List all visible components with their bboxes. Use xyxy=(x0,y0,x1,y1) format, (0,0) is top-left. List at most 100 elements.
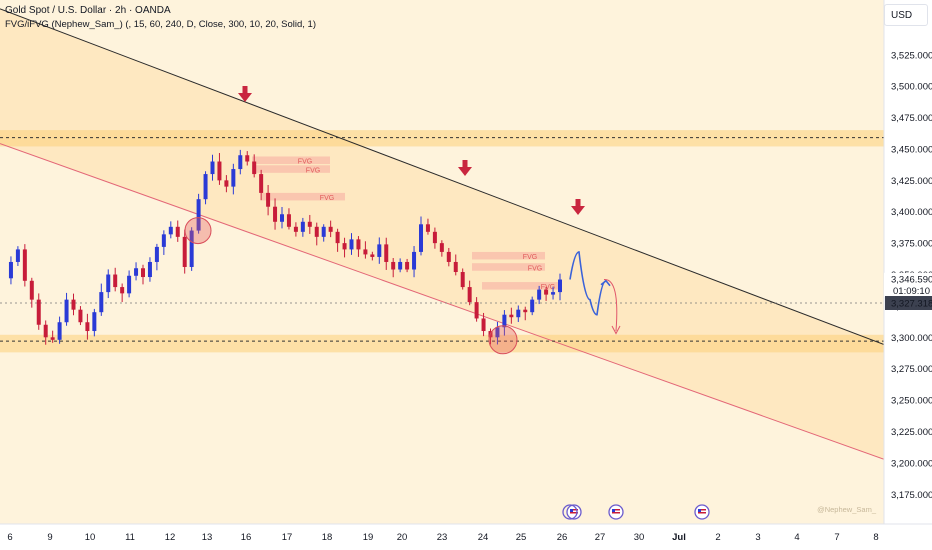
candle-body[interactable] xyxy=(43,324,48,338)
candle-body[interactable] xyxy=(71,299,76,310)
fvg-zone[interactable] xyxy=(482,282,560,290)
fvg-zone[interactable] xyxy=(262,192,345,201)
candle-body[interactable] xyxy=(356,239,361,250)
candle-body[interactable] xyxy=(50,337,55,340)
candle-body[interactable] xyxy=(196,199,201,231)
candle-body[interactable] xyxy=(224,180,229,187)
candle-body[interactable] xyxy=(551,292,556,295)
candle-body[interactable] xyxy=(293,226,298,232)
candle-body[interactable] xyxy=(481,318,486,332)
symbol-title[interactable]: Gold Spot / U.S. Dollar · 2h · OANDA xyxy=(5,5,171,16)
candle-body[interactable] xyxy=(259,174,264,193)
fvg-zone[interactable] xyxy=(252,156,330,165)
candle-body[interactable] xyxy=(210,161,215,175)
candle-body[interactable] xyxy=(314,226,319,237)
event-flag-icon xyxy=(566,504,582,520)
candle-body[interactable] xyxy=(141,268,145,278)
candle-body[interactable] xyxy=(161,234,166,247)
support-zone xyxy=(0,334,884,353)
candle-body[interactable] xyxy=(120,287,125,294)
candle-body[interactable] xyxy=(467,287,472,303)
candle-body[interactable] xyxy=(168,226,173,235)
candle-body[interactable] xyxy=(412,251,417,270)
candle-body[interactable] xyxy=(286,214,291,227)
candle-body[interactable] xyxy=(439,243,444,252)
candle-body[interactable] xyxy=(419,224,423,252)
candle-body[interactable] xyxy=(147,261,152,278)
candle-body[interactable] xyxy=(182,236,187,267)
indicator-legend[interactable]: FVG/iFVG (Nephew_Sam_) (, 15, 60, 240, D… xyxy=(5,19,317,30)
candle-body[interactable] xyxy=(134,268,139,276)
live-price-tag[interactable] xyxy=(884,272,932,297)
candle-body[interactable] xyxy=(300,221,305,232)
candle-body[interactable] xyxy=(432,231,437,244)
candle-body[interactable] xyxy=(15,249,20,262)
candle-body[interactable] xyxy=(509,314,514,318)
candle-body[interactable] xyxy=(328,226,333,232)
candle-body[interactable] xyxy=(273,206,278,222)
projection-path[interactable] xyxy=(569,251,607,316)
candle-body[interactable] xyxy=(377,244,382,257)
candle-body[interactable] xyxy=(405,261,410,270)
candle-body[interactable] xyxy=(516,309,521,318)
candle-body[interactable] xyxy=(8,261,13,279)
candle-body[interactable] xyxy=(113,274,118,288)
candle-body[interactable] xyxy=(537,289,542,300)
candle-body[interactable] xyxy=(349,239,354,250)
candle-body[interactable] xyxy=(106,274,111,293)
x-tick-label: 27 xyxy=(595,532,606,543)
candle-body[interactable] xyxy=(78,309,83,323)
candle-body[interactable] xyxy=(495,327,500,338)
candle-body[interactable] xyxy=(425,224,430,232)
candle-body[interactable] xyxy=(280,214,284,222)
candle-body[interactable] xyxy=(203,174,208,200)
candle-body[interactable] xyxy=(558,279,562,293)
candle-body[interactable] xyxy=(29,280,34,300)
candle-body[interactable] xyxy=(99,292,104,313)
candle-body[interactable] xyxy=(175,226,180,237)
upper-trendline[interactable] xyxy=(0,8,884,345)
candle-body[interactable] xyxy=(92,312,97,332)
candle-body[interactable] xyxy=(370,254,375,257)
candle-body[interactable] xyxy=(85,322,90,332)
candle-body[interactable] xyxy=(391,261,396,270)
currency-button[interactable]: USD xyxy=(884,4,928,26)
candle-body[interactable] xyxy=(363,249,368,255)
candle-body[interactable] xyxy=(266,192,271,207)
candle-body[interactable] xyxy=(544,289,549,295)
candle-body[interactable] xyxy=(154,246,159,262)
candle-body[interactable] xyxy=(453,261,458,273)
fvg-zone[interactable] xyxy=(252,165,330,173)
fvg-zone[interactable] xyxy=(472,251,545,260)
candle-body[interactable] xyxy=(502,314,507,328)
candle-body[interactable] xyxy=(238,155,243,170)
candle-body[interactable] xyxy=(231,169,236,187)
candle-body[interactable] xyxy=(252,161,257,175)
red-arrow-icon xyxy=(571,199,585,215)
candle-body[interactable] xyxy=(307,221,312,227)
fvg-zone[interactable] xyxy=(472,263,545,271)
x-tick-label: 3 xyxy=(755,532,760,543)
lower-trendline[interactable] xyxy=(0,143,884,460)
candle-body[interactable] xyxy=(523,309,528,313)
candle-body[interactable] xyxy=(321,226,326,237)
candle-body[interactable] xyxy=(22,249,27,281)
candle-body[interactable] xyxy=(245,155,250,162)
candle-body[interactable] xyxy=(474,302,479,319)
candle-body[interactable] xyxy=(189,230,194,267)
candle-body[interactable] xyxy=(384,244,389,262)
candle-body[interactable] xyxy=(217,161,222,181)
candle-body[interactable] xyxy=(530,299,535,313)
candle-body[interactable] xyxy=(398,261,403,270)
candle-body[interactable] xyxy=(446,251,451,262)
last-price-tag[interactable] xyxy=(885,295,932,310)
candle-body[interactable] xyxy=(127,275,132,294)
candle-body[interactable] xyxy=(342,243,347,250)
candle-body[interactable] xyxy=(36,299,41,325)
candle-body[interactable] xyxy=(460,272,465,288)
candle-body[interactable] xyxy=(57,322,62,340)
candle-body[interactable] xyxy=(64,299,69,323)
candle-body[interactable] xyxy=(335,231,340,244)
alternate-projection-path[interactable] xyxy=(603,279,618,332)
